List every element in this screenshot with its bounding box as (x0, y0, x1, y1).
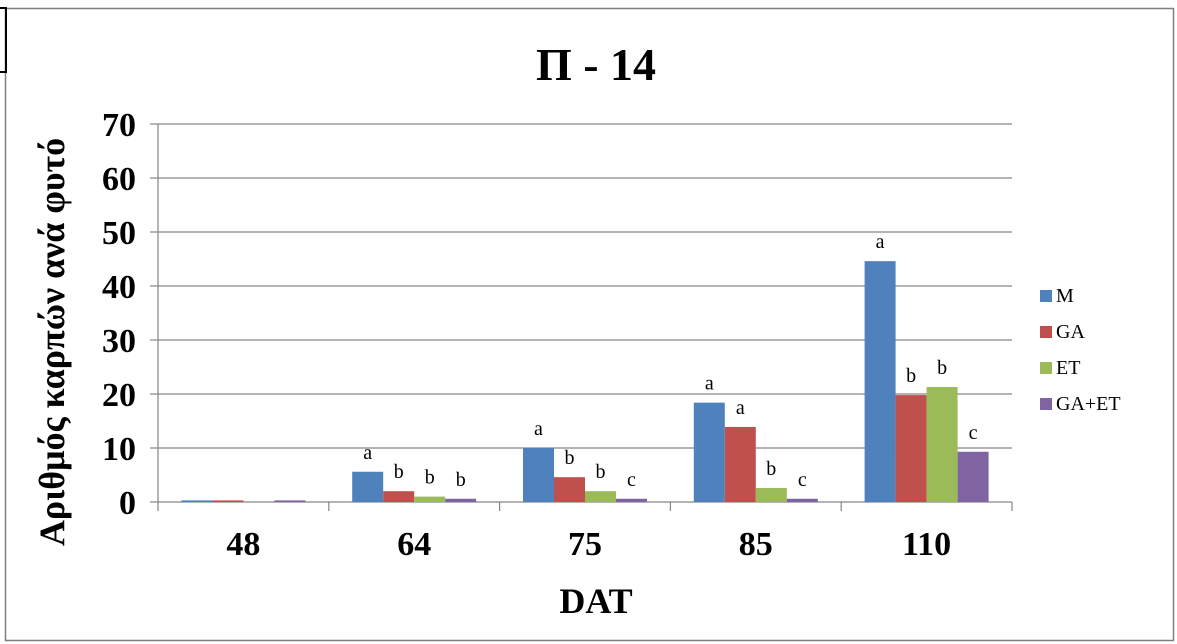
legend-label: GA (1056, 321, 1085, 343)
bar (274, 500, 306, 502)
y-tick-labels: 0 10 20 30 40 50 60 70 (102, 107, 136, 522)
x-tick-labels: 48 64 75 85 110 (226, 526, 951, 563)
x-tick-label: 110 (902, 526, 951, 563)
corner-bracket (0, 7, 7, 73)
significance-label: b (937, 357, 947, 379)
legend-label: M (1056, 285, 1074, 307)
significance-label: b (766, 458, 776, 480)
bar (864, 261, 896, 502)
y-tick-label: 20 (102, 377, 136, 414)
chart-title: Π - 14 (536, 39, 656, 90)
bar (352, 471, 384, 502)
legend-swatch (1040, 398, 1052, 410)
bar (926, 386, 958, 502)
bar (414, 496, 446, 502)
bar (523, 448, 554, 502)
y-tick-label: 40 (102, 269, 136, 306)
y-tick-label: 50 (102, 215, 136, 252)
bar (895, 395, 927, 502)
significance-label: b (906, 365, 916, 387)
significance-label: c (969, 422, 978, 444)
bar (212, 500, 244, 502)
bar (693, 402, 725, 502)
significance-label: b (425, 467, 435, 489)
significance-label: a (876, 231, 885, 253)
significance-label: a (534, 418, 543, 440)
significance-label: c (627, 469, 636, 491)
legend-swatch (1040, 362, 1052, 374)
significance-label: b (394, 461, 404, 483)
x-tick-label: 85 (739, 526, 773, 563)
bar (957, 451, 989, 502)
significance-label: b (456, 469, 466, 491)
legend-label: GA+ET (1056, 393, 1121, 415)
bar (616, 498, 647, 502)
x-tick-label: 75 (568, 526, 602, 563)
bar (445, 498, 477, 502)
bar (554, 477, 585, 502)
y-tick-label: 70 (102, 107, 136, 144)
bar (786, 498, 818, 502)
bars (181, 261, 989, 502)
legend-label: ET (1056, 357, 1080, 379)
y-tick-label: 10 (102, 431, 136, 468)
y-tick-label: 60 (102, 161, 136, 198)
bar (383, 491, 415, 502)
legend-swatch (1040, 290, 1052, 302)
bar (585, 491, 616, 502)
legend-swatch (1040, 326, 1052, 338)
bar (181, 500, 213, 502)
x-tick-label: 48 (226, 526, 260, 563)
significance-label: a (363, 442, 372, 464)
significance-label: b (565, 447, 575, 469)
y-axis-title: Αριθμός καρπών ανά φυτό (32, 138, 72, 546)
y-tick-label: 30 (102, 323, 136, 360)
bar (724, 426, 756, 502)
significance-label: a (736, 397, 745, 419)
x-axis-title: DAT (559, 581, 632, 621)
x-tick-label: 64 (397, 526, 431, 563)
significance-label: c (798, 469, 807, 491)
significance-label: b (596, 461, 606, 483)
legend: M GA ET GA+ET (1040, 285, 1121, 415)
chart-border (4, 7, 1175, 642)
bar (755, 487, 787, 502)
y-tick-label: 0 (119, 485, 136, 522)
significance-label: a (705, 373, 714, 395)
